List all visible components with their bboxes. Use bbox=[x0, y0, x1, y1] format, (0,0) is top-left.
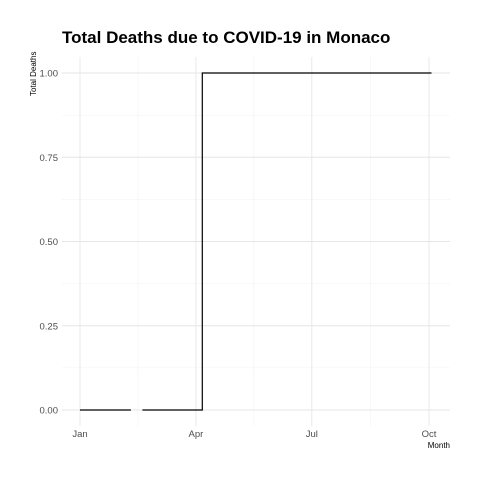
series-line bbox=[142, 72, 432, 411]
y-axis-title: Total Deaths bbox=[29, 52, 38, 96]
y-tick-label: 1.00 bbox=[40, 69, 59, 80]
x-tick-label: Jan bbox=[72, 429, 87, 440]
x-tick-label: Jul bbox=[306, 429, 318, 440]
y-axis-ticks: 0.00 0.25 0.50 0.75 1.00 bbox=[40, 69, 59, 417]
y-tick-label: 0.50 bbox=[40, 237, 59, 248]
chart-title: Total Deaths due to COVID-19 in Monaco bbox=[62, 28, 390, 47]
x-tick-label: Apr bbox=[189, 429, 204, 440]
y-tick-label: 0.75 bbox=[40, 153, 59, 164]
series-layer bbox=[80, 72, 432, 411]
x-axis-title: Month bbox=[428, 441, 450, 450]
x-tick-label: Oct bbox=[422, 429, 437, 440]
y-tick-label: 0.25 bbox=[40, 321, 59, 332]
y-tick-label: 0.00 bbox=[40, 406, 59, 417]
grid bbox=[62, 57, 450, 426]
x-axis-ticks: Jan Apr Jul Oct bbox=[72, 429, 436, 440]
